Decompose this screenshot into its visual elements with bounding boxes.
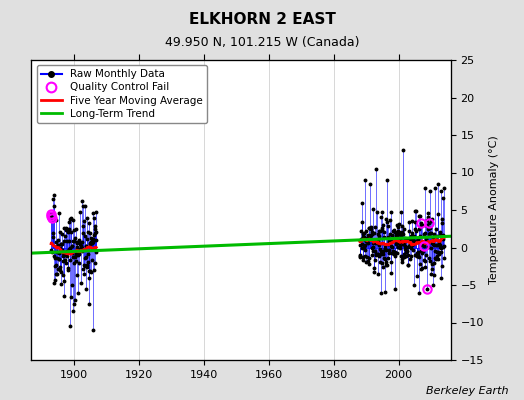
Y-axis label: Temperature Anomaly (°C): Temperature Anomaly (°C) [489,136,499,284]
Legend: Raw Monthly Data, Quality Control Fail, Five Year Moving Average, Long-Term Tren: Raw Monthly Data, Quality Control Fail, … [37,65,207,123]
Text: 49.950 N, 101.215 W (Canada): 49.950 N, 101.215 W (Canada) [165,36,359,49]
Text: Berkeley Earth: Berkeley Earth [426,386,508,396]
Text: ELKHORN 2 EAST: ELKHORN 2 EAST [189,12,335,27]
